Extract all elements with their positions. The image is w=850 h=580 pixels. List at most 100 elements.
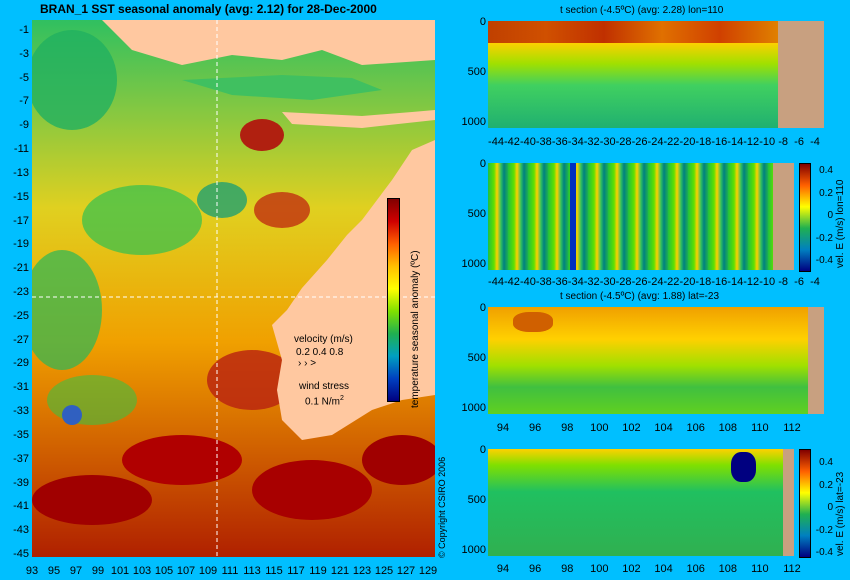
panel1-x-tick: -6 bbox=[794, 136, 804, 148]
map-y-tick: -27 bbox=[13, 333, 29, 346]
map-y-tick: -9 bbox=[19, 119, 29, 132]
panel1-x-tick: -14 bbox=[727, 136, 744, 148]
panel1-plot[interactable] bbox=[488, 21, 824, 128]
map-y-tick: -29 bbox=[13, 357, 29, 370]
page-title: BRAN_1 SST seasonal anomaly (avg: 2.12) … bbox=[40, 2, 377, 16]
panel3-plot[interactable] bbox=[488, 307, 824, 414]
panel1-x-tick: -28 bbox=[615, 136, 632, 148]
map-x-tick: 121 bbox=[330, 565, 350, 577]
panel4-x-tick: 106 bbox=[686, 563, 705, 575]
panel4-x-tick: 98 bbox=[561, 563, 574, 575]
panel2-cb-tick: -0.2 bbox=[815, 232, 833, 244]
panel1-title: t section (-4.5ºC) (avg: 2.28) lon=110 bbox=[560, 5, 724, 16]
copyright-text: © Copyright CSIRO 2006 bbox=[437, 456, 447, 558]
panel2-x-tick: -28 bbox=[615, 276, 632, 288]
panel4-colorbar bbox=[799, 449, 811, 558]
panel4-x-tick: 112 bbox=[783, 563, 801, 575]
panel3-x-tick: 112 bbox=[783, 422, 801, 434]
map-x-tick: 111 bbox=[221, 565, 239, 577]
panel4-x-tick: 96 bbox=[528, 563, 542, 575]
panel4-x-tick: 110 bbox=[751, 563, 769, 575]
panel1-x-tick: -24 bbox=[647, 136, 664, 148]
panel4-x-tick: 108 bbox=[718, 563, 737, 575]
map-y-tick: -35 bbox=[13, 428, 29, 441]
panel1-x-tick: -36 bbox=[551, 136, 568, 148]
panel2-x-tick: -4 bbox=[810, 276, 820, 288]
panel1-x-tick: -10 bbox=[759, 136, 776, 148]
panel4-cb-tick: 0 bbox=[827, 502, 833, 513]
panel2-x-tick: -18 bbox=[695, 276, 712, 288]
velocity-arrows-icon: › › > bbox=[298, 358, 317, 369]
wind-stress-scale: 0.1 N/m2 bbox=[305, 395, 344, 408]
panel1-y-tick: 1000 bbox=[461, 116, 486, 128]
panel4-x-tick: 104 bbox=[654, 563, 673, 575]
panel4-x-tick: 102 bbox=[622, 563, 641, 575]
panel2-plot[interactable] bbox=[488, 163, 794, 270]
panel2-colorbar bbox=[799, 163, 811, 272]
panel2-y-tick: 1000 bbox=[461, 258, 486, 270]
panel3-y-tick: 1000 bbox=[461, 402, 486, 414]
map-x-tick: 99 bbox=[91, 565, 105, 577]
map-y-tick: -21 bbox=[13, 262, 29, 275]
panel1-x-tick: -18 bbox=[695, 136, 712, 148]
panel2-x-tick: -42 bbox=[503, 276, 520, 288]
panel2-x-tick: -36 bbox=[551, 276, 568, 288]
map-y-tick: -37 bbox=[13, 452, 29, 465]
panel1-y-tick: 0 bbox=[479, 16, 486, 28]
panel3-x-tick: 96 bbox=[528, 422, 542, 434]
panel2-x-tick: -12 bbox=[743, 276, 760, 288]
panel3-x-tick: 110 bbox=[751, 422, 769, 434]
panel1-x-tick: -44 bbox=[488, 136, 504, 148]
panel3-x-tick: 100 bbox=[590, 422, 609, 434]
map-x-tick: 107 bbox=[176, 565, 196, 577]
panel2-x-tick: -26 bbox=[631, 276, 648, 288]
panel4-plot[interactable] bbox=[488, 449, 794, 556]
map-x-tick: 105 bbox=[154, 565, 174, 577]
panel4-cb-tick: -0.2 bbox=[815, 524, 833, 536]
panel1-x-tick: -30 bbox=[599, 136, 616, 148]
panel3-x-tick: 98 bbox=[561, 422, 574, 434]
map-y-tick: -45 bbox=[13, 548, 29, 560]
panel1-x-tick: -4 bbox=[810, 136, 820, 148]
panel2-cb-tick: 0.2 bbox=[819, 187, 833, 199]
panel1-x-tick: -16 bbox=[711, 136, 728, 148]
panel4-y-tick: 500 bbox=[467, 494, 486, 506]
map-y-tick: -17 bbox=[13, 214, 29, 227]
velocity-scale: 0.2 0.4 0.8 bbox=[296, 347, 344, 358]
panel3-y-tick: 0 bbox=[479, 302, 486, 314]
panel1-y-tick: 500 bbox=[467, 66, 486, 78]
map-x-tick: 127 bbox=[396, 565, 416, 577]
panel2-x-tick: -40 bbox=[519, 276, 536, 288]
panel1-x-tick: -22 bbox=[663, 136, 680, 148]
map-y-tick: -23 bbox=[13, 286, 29, 298]
panel3-y-tick: 500 bbox=[467, 352, 486, 364]
map-y-tick: -5 bbox=[19, 71, 29, 84]
wind-stress-label: wind stress bbox=[299, 381, 350, 392]
panel2-x-tick: -10 bbox=[759, 276, 776, 288]
panel2-x-tick: -16 bbox=[711, 276, 728, 288]
panel2-x-tick: -30 bbox=[599, 276, 616, 288]
map-y-tick: -15 bbox=[13, 190, 29, 203]
map-x-tick: 97 bbox=[69, 565, 83, 577]
map-x-tick: 115 bbox=[265, 565, 283, 577]
map-x-tick: 119 bbox=[309, 565, 327, 577]
panel1-x-tick: -26 bbox=[631, 136, 648, 148]
panel2-cb-tick: -0.4 bbox=[815, 255, 833, 266]
panel4-colorbar-label: vel. E (m/s) lat=-23 bbox=[835, 471, 846, 556]
sst-anomaly-map[interactable]: 543210-1-2-3-4 temperature seasonal anom… bbox=[32, 20, 435, 557]
panel1-x-tick: -38 bbox=[535, 136, 552, 148]
map-x-tick: 125 bbox=[374, 565, 394, 577]
map-y-tick: -41 bbox=[13, 500, 29, 513]
panel2-x-tick: -44 bbox=[488, 276, 504, 288]
map-x-tick: 101 bbox=[110, 565, 130, 577]
panel2-cb-tick: 0.4 bbox=[819, 165, 833, 176]
panel3-x-tick: 108 bbox=[718, 422, 737, 434]
panel4-y-tick: 1000 bbox=[461, 544, 486, 556]
panel3-x-tick: 104 bbox=[654, 422, 673, 434]
map-x-tick: 109 bbox=[198, 565, 218, 577]
panel4-x-tick: 100 bbox=[590, 563, 609, 575]
map-x-tick: 129 bbox=[418, 565, 438, 577]
map-y-tick: -31 bbox=[13, 381, 29, 394]
sst-colorbar-label: temperature seasonal anomaly (ºC) bbox=[410, 250, 421, 408]
panel1-x-tick: -34 bbox=[567, 136, 584, 148]
